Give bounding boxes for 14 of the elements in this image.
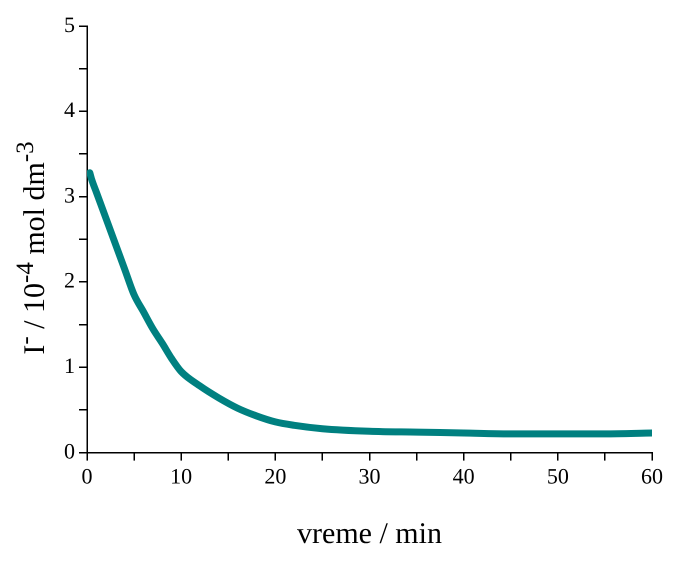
x-tick-label: 60 bbox=[641, 464, 663, 489]
x-tick-label: 10 bbox=[170, 464, 192, 489]
y-tick-label: 2 bbox=[64, 268, 75, 293]
x-tick-label: 30 bbox=[358, 464, 380, 489]
x-axis-title: vreme / min bbox=[297, 516, 442, 550]
y-tick-label: 5 bbox=[64, 12, 75, 37]
y-tick-label: 4 bbox=[64, 97, 75, 122]
y-tick-label: 1 bbox=[64, 353, 75, 378]
x-tick-label: 0 bbox=[82, 464, 92, 489]
x-tick-label: 40 bbox=[452, 464, 475, 489]
x-tick-label: 20 bbox=[264, 464, 286, 489]
y-tick-label: 3 bbox=[64, 182, 75, 208]
x-tick-label: 50 bbox=[546, 464, 569, 489]
y-tick-label: 0 bbox=[64, 438, 75, 464]
